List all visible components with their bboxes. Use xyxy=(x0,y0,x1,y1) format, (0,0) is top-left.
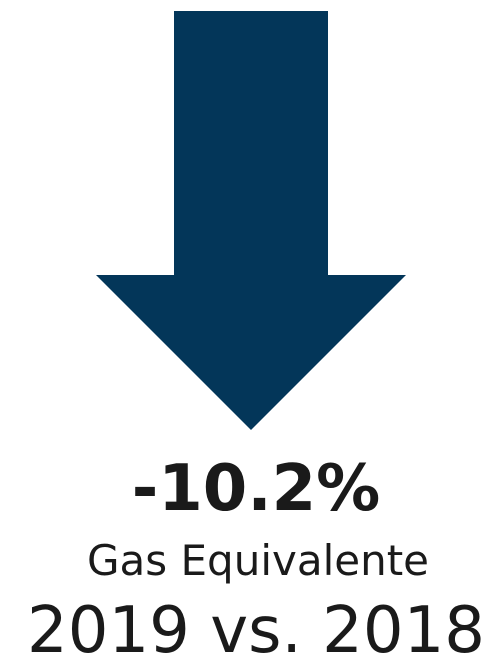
metric-label: Gas Equivalente xyxy=(87,536,429,585)
down-arrow xyxy=(96,11,406,430)
period-label: 2019 vs. 2018 xyxy=(27,594,485,663)
change-value: -10.2% xyxy=(132,452,381,526)
